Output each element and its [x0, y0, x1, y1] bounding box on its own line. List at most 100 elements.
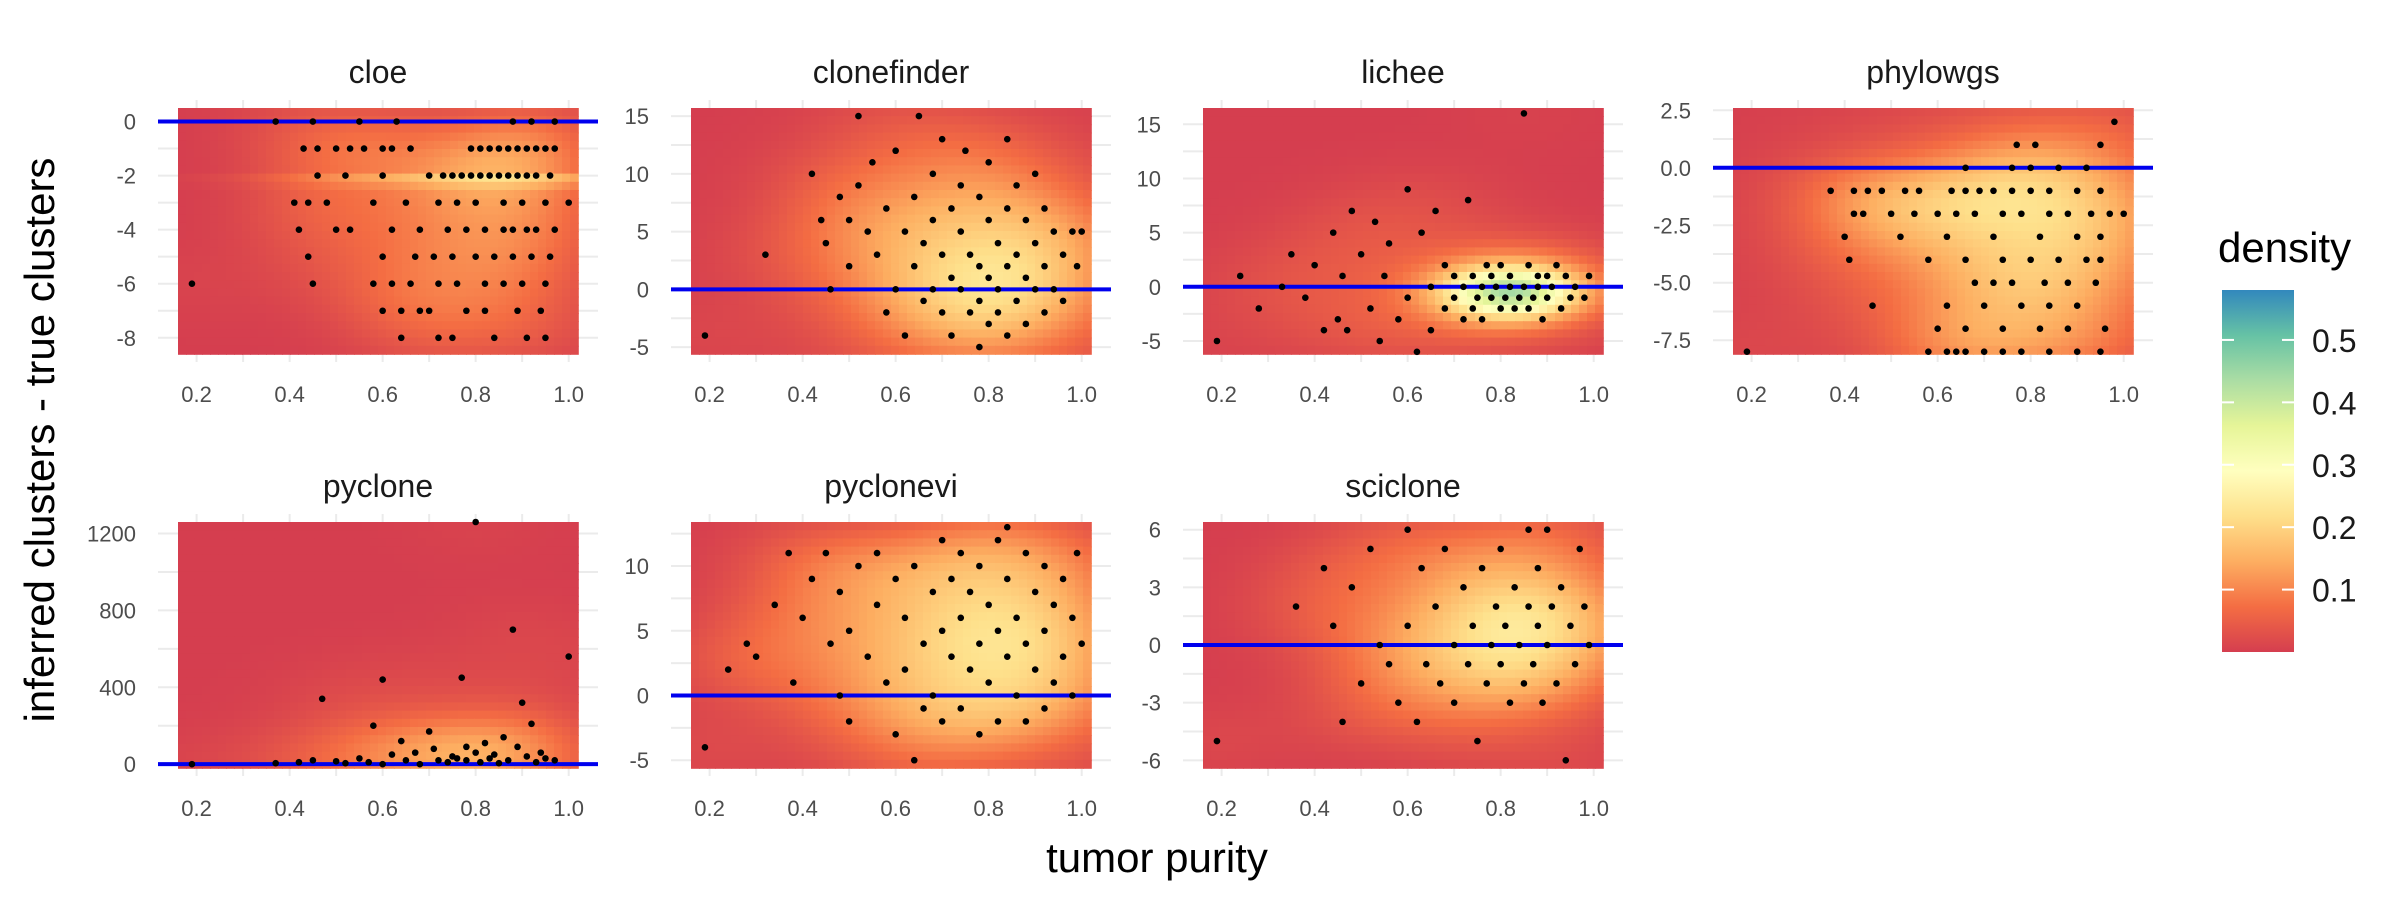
data-point — [1376, 641, 1384, 649]
data-point — [743, 640, 751, 648]
data-point — [957, 228, 965, 235]
data-point — [1502, 294, 1509, 301]
data-point — [701, 332, 709, 339]
data-point — [1506, 699, 1514, 706]
y-tick-label: 0 — [1149, 633, 1161, 658]
data-point — [435, 280, 442, 288]
data-point — [477, 145, 484, 152]
data-point — [2064, 210, 2072, 218]
data-point — [1339, 272, 1346, 280]
data-point — [1441, 545, 1449, 553]
data-point — [864, 228, 872, 235]
data-point — [1022, 274, 1030, 282]
legend-tick-label: 0.2 — [2312, 510, 2356, 546]
data-point — [1859, 210, 1867, 218]
x-tick-label: 0.6 — [367, 796, 398, 821]
data-point — [1022, 320, 1030, 328]
data-point — [1539, 699, 1546, 706]
data-point — [762, 251, 769, 258]
data-points — [1213, 526, 1593, 764]
y-tick-label: 15 — [1137, 112, 1161, 137]
data-point — [551, 757, 559, 764]
data-point — [2106, 210, 2114, 218]
data-point — [458, 674, 466, 681]
data-point — [2055, 256, 2062, 264]
density-heatmap — [691, 108, 1092, 355]
data-point — [444, 226, 452, 233]
data-point — [1343, 326, 1351, 334]
data-point — [332, 226, 340, 233]
data-point — [346, 145, 354, 152]
data-point — [957, 182, 965, 189]
data-point — [892, 147, 899, 155]
data-point — [500, 199, 507, 206]
data-point — [528, 720, 535, 728]
y-tick-label: 5 — [637, 619, 649, 644]
facet-lichee: lichee 0.2 0.4 0.6 0.8 1.0 -5 0 5 10 15 — [1137, 54, 1623, 407]
data-point — [1925, 348, 1932, 356]
data-point — [565, 199, 572, 206]
data-point — [481, 280, 489, 288]
x-tick-label: 0.4 — [274, 796, 305, 821]
data-point — [1339, 718, 1346, 726]
data-point — [1492, 283, 1500, 291]
data-point — [1013, 614, 1020, 622]
data-point — [532, 226, 540, 233]
data-point — [985, 216, 992, 224]
data-point — [808, 170, 816, 178]
data-point — [1488, 272, 1495, 280]
data-point — [1460, 316, 1467, 323]
x-tick-label: 0.2 — [181, 382, 212, 407]
data-point — [1827, 187, 1834, 195]
data-point — [1041, 309, 1048, 316]
data-point — [1976, 187, 1983, 195]
data-point — [845, 627, 853, 635]
data-point — [1413, 348, 1421, 356]
data-point — [1562, 272, 1570, 280]
data-point — [948, 274, 955, 282]
data-point — [1980, 348, 1988, 356]
y-tick-label: 400 — [99, 675, 136, 700]
data-point — [500, 280, 507, 288]
data-point — [966, 309, 974, 316]
data-point — [1474, 294, 1481, 301]
data-point — [1404, 526, 1411, 533]
data-point — [1999, 256, 2007, 264]
data-point — [929, 170, 937, 178]
data-point — [342, 759, 349, 767]
data-point — [1543, 272, 1551, 280]
data-point — [379, 676, 386, 683]
data-point — [1320, 564, 1328, 572]
data-point — [416, 226, 424, 233]
data-point — [1348, 584, 1356, 591]
data-point — [1506, 272, 1514, 280]
data-point — [1488, 294, 1495, 301]
data-point — [771, 601, 779, 609]
data-point — [1897, 233, 1904, 241]
y-tick-label: 0.0 — [1660, 156, 1691, 181]
data-point — [1334, 316, 1342, 323]
data-point — [1329, 229, 1337, 236]
data-point — [976, 343, 983, 351]
data-point — [994, 286, 1002, 293]
data-point — [1041, 627, 1048, 635]
data-point — [435, 199, 442, 206]
data-point — [966, 666, 974, 673]
data-point — [472, 518, 479, 526]
data-point — [272, 118, 279, 125]
data-point — [546, 253, 554, 260]
data-point — [2064, 279, 2072, 287]
x-tick-label: 0.2 — [1736, 382, 1767, 407]
data-point — [2055, 164, 2062, 172]
data-point — [2097, 233, 2104, 241]
data-point — [994, 239, 1002, 247]
data-point — [910, 562, 918, 570]
data-point — [2013, 141, 2021, 149]
data-point — [929, 588, 937, 596]
data-point — [994, 536, 1002, 544]
data-point — [1357, 251, 1365, 258]
legend-title: density — [2218, 224, 2351, 271]
data-point — [542, 334, 549, 342]
facet-cloe: cloe 0.2 0.4 0.6 0.8 1.0 -8 -6 -4 -2 0 — [116, 54, 598, 407]
data-point — [985, 601, 992, 609]
